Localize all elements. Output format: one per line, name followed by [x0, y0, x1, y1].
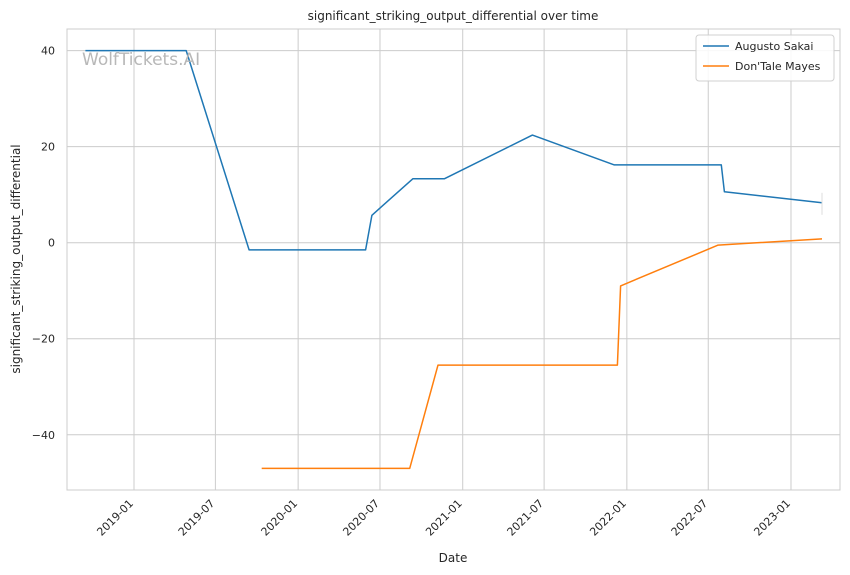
plot-frame — [66, 28, 841, 491]
series-line-augusto-sakai — [85, 49, 823, 251]
y-tick-labels: 40 20 0 −20 −40 — [32, 45, 55, 442]
y-tick-label: 40 — [41, 45, 55, 58]
y-tick-label: 0 — [48, 237, 55, 250]
x-axis-label: Date — [439, 551, 468, 565]
legend-label-augusto-sakai: Augusto Sakai — [735, 40, 813, 53]
y-tick-label: −20 — [32, 333, 55, 346]
chart-title: significant_striking_output_differential… — [308, 9, 599, 23]
series-layer — [85, 49, 823, 470]
legend-box — [695, 34, 835, 82]
legend: Augusto Sakai Don'Tale Mayes — [695, 34, 835, 82]
watermark: WolfTickets.AI — [82, 50, 200, 70]
y-axis-label: significant_striking_output_differential — [9, 144, 23, 373]
legend-label-dontale-mayes: Don'Tale Mayes — [735, 60, 821, 73]
y-tick-label: 20 — [41, 141, 55, 154]
y-tick-label: −40 — [32, 429, 55, 442]
series-line-don-tale-mayes — [261, 238, 823, 470]
